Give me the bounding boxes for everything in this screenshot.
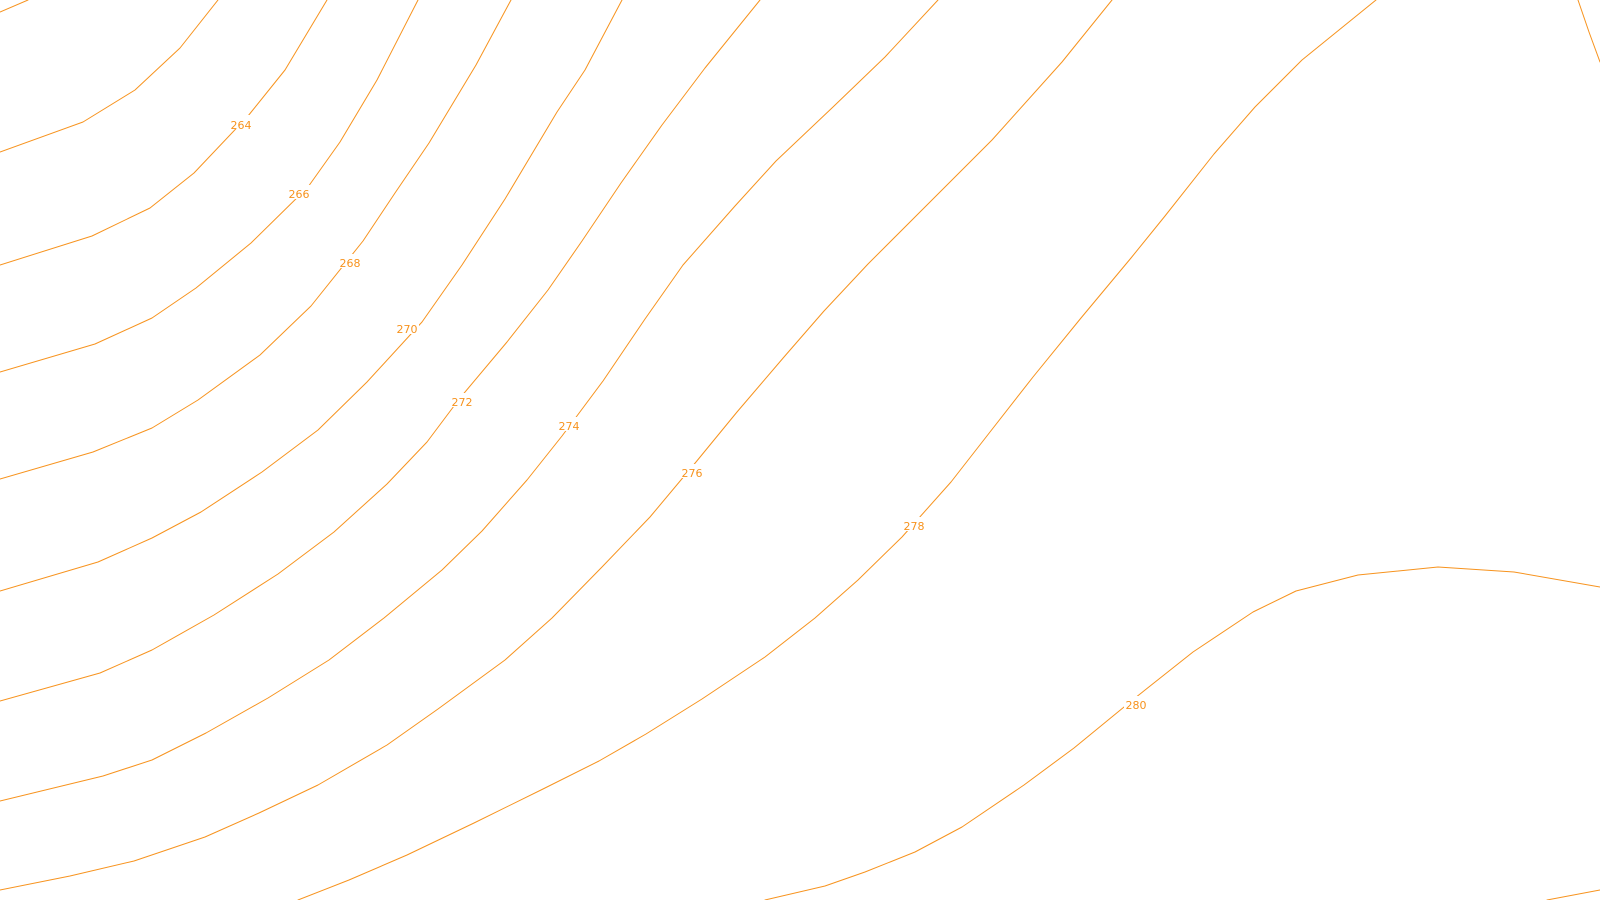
contour-label-280: 280 bbox=[1126, 699, 1147, 712]
contour-line-268 bbox=[0, 0, 419, 373]
contour-line-276 bbox=[0, 0, 939, 802]
contour-label-278: 278 bbox=[904, 520, 925, 533]
label-mask-274 bbox=[557, 417, 581, 431]
label-mask-276 bbox=[680, 464, 704, 478]
contour-label-276: 276 bbox=[682, 467, 703, 480]
contour-line-282 bbox=[764, 566, 1600, 900]
label-mask-280 bbox=[1124, 696, 1148, 710]
contour-line-270 bbox=[0, 0, 512, 480]
label-mask-264 bbox=[229, 115, 253, 129]
contour-line-266 bbox=[0, 0, 328, 266]
contour-label-274: 274 bbox=[559, 420, 580, 433]
label-mask-266 bbox=[287, 185, 311, 199]
contour-line-264 bbox=[0, 0, 219, 153]
contour-label-266: 266 bbox=[289, 188, 310, 201]
contour-label-268: 268 bbox=[340, 257, 361, 270]
contour-label-270: 270 bbox=[397, 323, 418, 336]
contour-line-upper-right bbox=[1577, 0, 1600, 63]
label-mask-268 bbox=[338, 254, 362, 268]
contour-line-262 bbox=[0, 0, 29, 13]
contour-label-272: 272 bbox=[452, 396, 473, 409]
contour-line-lower-right bbox=[1546, 889, 1600, 900]
contour-line-280 bbox=[297, 0, 1377, 900]
contour-label-264: 264 bbox=[231, 119, 252, 132]
label-mask-270 bbox=[395, 320, 419, 334]
label-mask-272 bbox=[450, 393, 474, 407]
contour-line-278 bbox=[0, 0, 1113, 891]
contour-line-274 bbox=[0, 0, 761, 702]
label-mask-278 bbox=[902, 517, 926, 531]
contour-line-272 bbox=[0, 0, 623, 592]
